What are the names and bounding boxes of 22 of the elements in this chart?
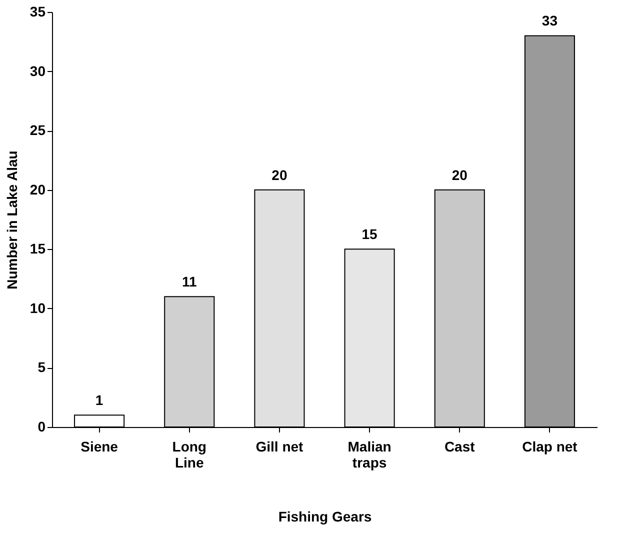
y-tick-label: 20 — [30, 181, 46, 198]
data-label: 15 — [362, 226, 378, 242]
data-label: 11 — [182, 274, 197, 290]
x-tick-label: Clap net — [522, 438, 578, 454]
y-tick-label: 30 — [30, 62, 46, 79]
y-axis-title: Number in Lake Alau — [4, 150, 20, 290]
x-tick-label: Gill net — [256, 438, 304, 454]
data-label: 33 — [542, 12, 558, 29]
x-axis-title: Fishing Gears — [278, 508, 372, 524]
x-tick-label: Cast — [444, 438, 476, 454]
y-tick-label: 25 — [30, 122, 46, 138]
data-label: 20 — [272, 166, 288, 183]
y-tick-label: 0 — [38, 418, 46, 434]
x-tick-label: Malian traps — [348, 438, 392, 470]
x-tick-label: Siene — [80, 438, 118, 454]
data-label: 1 — [95, 392, 104, 408]
y-tick-label: 5 — [38, 359, 46, 376]
y-tick-label: 35 — [30, 4, 46, 20]
x-tick-label: Long Line — [172, 438, 206, 470]
y-tick-label: 15 — [30, 240, 46, 257]
y-tick-label: 10 — [30, 300, 46, 316]
data-label: 20 — [452, 166, 468, 183]
